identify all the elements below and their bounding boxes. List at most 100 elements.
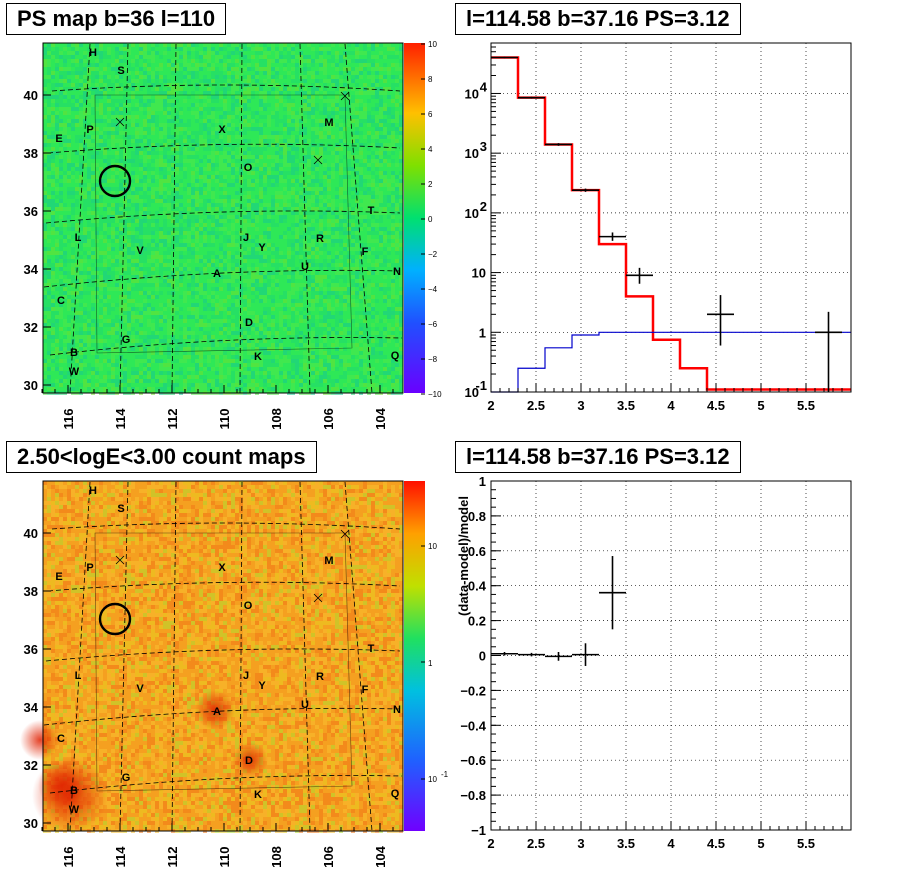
region-outline — [94, 532, 353, 792]
cross-marker — [313, 593, 323, 603]
source-label-r: R — [316, 233, 324, 245]
residual-point — [572, 643, 599, 666]
y-tick-label: 1 — [479, 474, 486, 489]
source-label-q: Q — [391, 350, 400, 362]
colorbar-label: −2 — [428, 250, 438, 259]
y-tick-label: 0 — [479, 649, 486, 664]
source-label-a: A — [213, 268, 221, 280]
source-label-b: B — [70, 347, 78, 359]
source-label-f: F — [362, 246, 369, 258]
longitude-line — [239, 481, 243, 832]
source-label-t: T — [368, 643, 375, 655]
residual-plot: 2 2.5 3 3.5 4 4.5 5 5.5 −1 −0.8 −0.6 −0.4 −0.2 0 0.2 0.… — [456, 474, 852, 851]
y-tick-label: −0.2 — [460, 683, 486, 698]
target-circle — [98, 164, 132, 198]
x-tick-label: 3.5 — [617, 398, 635, 413]
source-label-w: W — [69, 366, 80, 378]
latitude-line — [43, 269, 401, 288]
source-label-b: B — [70, 785, 78, 797]
source-label-r: R — [316, 671, 324, 683]
x-tick-label: 2 — [487, 398, 494, 413]
x-tick-label: 112 — [165, 409, 180, 430]
y-tick-label: 36 — [24, 204, 38, 219]
cross-marker — [340, 529, 350, 539]
source-label-n: N — [393, 266, 401, 278]
x-tick-label: 5 — [757, 398, 764, 413]
y-tick-label: 40 — [24, 88, 38, 103]
longitude-line — [299, 43, 311, 394]
longitude-line — [344, 481, 373, 832]
colorbar — [404, 43, 425, 393]
bright-region — [232, 742, 268, 778]
cross-marker — [313, 155, 323, 165]
bright-region — [20, 720, 60, 760]
x-tick-label: 5.5 — [797, 398, 815, 413]
bright-region — [195, 690, 235, 730]
x-tick-label: 5 — [757, 836, 764, 851]
source-label-c: C — [57, 295, 65, 307]
y-tick-label: 10 — [465, 146, 479, 161]
longitude-line — [171, 43, 177, 394]
longitude-line — [119, 43, 129, 394]
x-tick-label: 4 — [667, 398, 675, 413]
x-tick-label: 3.5 — [617, 836, 635, 851]
longitude-line — [171, 481, 177, 832]
y-tick-label: 1 — [479, 325, 486, 340]
data-point — [572, 188, 599, 192]
y-tick-label: 0.4 — [468, 579, 487, 594]
colorbar-label: 6 — [428, 110, 433, 119]
longitude-line — [344, 43, 373, 394]
x-tick-label: 3 — [577, 398, 584, 413]
source-label-x: X — [218, 562, 226, 574]
y-tick-label: 10 — [465, 385, 479, 400]
colorbar-label: 2 — [428, 180, 433, 189]
data-point — [545, 143, 572, 146]
x-tick-label: 2 — [487, 836, 494, 851]
source-label-a: A — [213, 706, 221, 718]
longitude-line — [119, 481, 129, 832]
source-label-p: P — [86, 124, 93, 136]
longitude-line — [69, 481, 91, 832]
latitude-line — [45, 210, 401, 224]
y-tick-label: 30 — [24, 378, 38, 393]
source-label-h: H — [89, 47, 97, 59]
y-tick-label: 32 — [24, 320, 38, 335]
y-tick-label: −0.6 — [460, 753, 486, 768]
y-tick-exponent: 2 — [480, 199, 487, 214]
source-label-d: D — [245, 755, 253, 767]
x-tick-label: 110 — [217, 847, 232, 868]
latitude-line — [49, 775, 403, 794]
data-point — [626, 267, 653, 284]
colorbar-label: 1 — [428, 659, 433, 668]
source-label-u: U — [301, 699, 309, 711]
latitude-line — [45, 648, 401, 662]
y-tick-label: 32 — [24, 758, 38, 773]
source-label-e: E — [55, 133, 62, 145]
x-tick-label: 106 — [321, 846, 336, 868]
latitude-line — [47, 143, 401, 154]
y-axis-title: (data-model)/model — [456, 496, 471, 616]
longitude-line — [299, 481, 311, 832]
y-tick-label: 36 — [24, 642, 38, 657]
colorbar-label: -1 — [441, 770, 449, 779]
data-point — [707, 295, 734, 346]
x-tick-label: 2.5 — [527, 398, 545, 413]
source-label-q: Q — [391, 788, 400, 800]
x-tick-label: 114 — [113, 846, 128, 868]
longitude-line — [239, 43, 243, 394]
latitude-line — [47, 581, 401, 592]
colorbar-label: 8 — [428, 75, 433, 84]
source-label-f: F — [362, 684, 369, 696]
source-label-d: D — [245, 317, 253, 329]
x-tick-label: 116 — [61, 409, 76, 430]
x-tick-label: 104 — [373, 407, 388, 429]
source-label-g: G — [122, 334, 131, 346]
y-tick-label: 10 — [472, 266, 486, 281]
colorbar-label: 10 — [428, 775, 437, 784]
map-frame — [42, 42, 404, 394]
source-label-s: S — [117, 503, 124, 515]
